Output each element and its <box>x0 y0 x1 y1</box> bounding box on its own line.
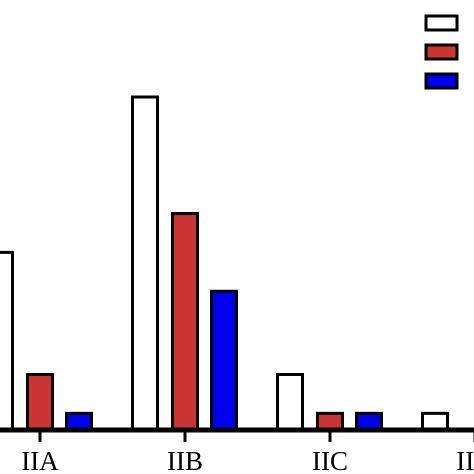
x-ticks-layer: IIA IIB IIC IID <box>21 430 474 474</box>
x-tick-label-IIB: IIB <box>167 446 203 474</box>
x-tick-label-IIC: IIC <box>312 446 348 474</box>
legend-swatch-series-1 <box>424 14 459 32</box>
bar-IIA-series-1 <box>0 250 14 432</box>
bar-IIB-series-2 <box>171 212 199 432</box>
bar-IIA-series-2 <box>26 373 54 432</box>
bar-IIB-series-1 <box>131 95 159 432</box>
bar-IIC-series-1 <box>276 373 304 432</box>
legend-swatch-series-2 <box>424 43 459 61</box>
x-tick-label-IIA: IIA <box>21 446 59 474</box>
bar-IIB-series-3 <box>210 289 238 432</box>
legend-swatch-series-3 <box>424 72 459 90</box>
bars-layer <box>0 95 449 432</box>
x-tick-label-IID: IID <box>456 446 474 474</box>
legend <box>424 14 459 90</box>
